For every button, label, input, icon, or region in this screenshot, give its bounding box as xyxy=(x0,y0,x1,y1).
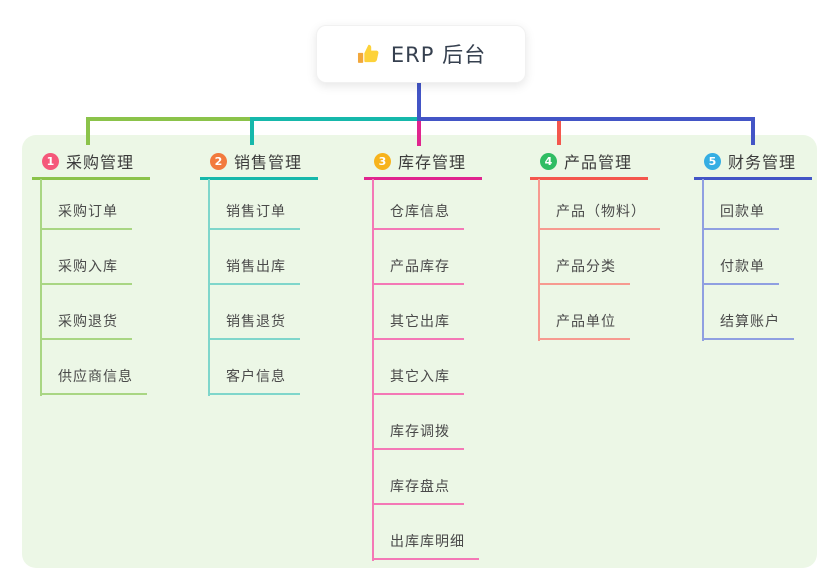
node-label: 产品（物料） xyxy=(556,204,646,220)
connector-horizontal-green xyxy=(86,117,250,121)
connector-drop-purchase xyxy=(86,117,90,145)
branch-title-label: 财务管理 xyxy=(728,153,797,172)
node-label: 采购订单 xyxy=(58,204,118,220)
node-label: 其它入库 xyxy=(390,369,450,385)
node-label: 其它出库 xyxy=(390,314,450,330)
branches-panel xyxy=(22,135,817,568)
root-node[interactable]: ERP 后台 xyxy=(316,25,526,83)
connector-drop-product xyxy=(557,117,561,145)
connector-root-stem xyxy=(417,81,421,121)
node-customer-info[interactable]: 客户信息 xyxy=(208,366,300,395)
node-purchase-return[interactable]: 采购退货 xyxy=(40,311,132,340)
branch-title-label: 产品管理 xyxy=(564,153,633,172)
node-product-material[interactable]: 产品（物料） xyxy=(538,201,660,230)
node-warehouse-info[interactable]: 仓库信息 xyxy=(372,201,464,230)
node-label: 库存盘点 xyxy=(390,479,450,495)
branch-number-badge: 5 xyxy=(704,152,721,170)
node-label: 产品分类 xyxy=(556,259,616,275)
node-settlement-account[interactable]: 结算账户 xyxy=(702,311,794,340)
node-product-stock[interactable]: 产品库存 xyxy=(372,256,464,285)
node-label: 供应商信息 xyxy=(58,369,133,385)
node-product-unit[interactable]: 产品单位 xyxy=(538,311,630,340)
node-stock-count[interactable]: 库存盘点 xyxy=(372,476,464,505)
node-outbound-detail[interactable]: 出库库明细 xyxy=(372,531,479,560)
node-label: 客户信息 xyxy=(226,369,286,385)
node-sales-outbound[interactable]: 销售出库 xyxy=(208,256,300,285)
branch-trunk-purchase xyxy=(40,179,42,396)
node-label: 回款单 xyxy=(720,204,765,220)
node-label: 销售出库 xyxy=(226,259,286,275)
node-label: 结算账户 xyxy=(720,314,780,330)
node-label: 库存调拨 xyxy=(390,424,450,440)
branch-number-badge: 2 xyxy=(210,152,227,170)
connector-drop-finance xyxy=(751,117,755,145)
node-receipt-doc[interactable]: 回款单 xyxy=(702,201,779,230)
branch-title-product[interactable]: 4 产品管理 xyxy=(530,150,649,180)
node-label: 产品单位 xyxy=(556,314,616,330)
connector-drop-inventory xyxy=(417,117,421,146)
branch-trunk-inventory xyxy=(372,179,374,561)
node-label: 仓库信息 xyxy=(390,204,450,220)
branch-title-sales[interactable]: 2 销售管理 xyxy=(200,150,319,180)
branch-number-badge: 4 xyxy=(540,152,557,170)
node-label: 付款单 xyxy=(720,259,765,275)
node-label: 产品库存 xyxy=(390,259,450,275)
branch-number-badge: 1 xyxy=(42,152,59,170)
node-product-category[interactable]: 产品分类 xyxy=(538,256,630,285)
node-label: 出库库明细 xyxy=(390,534,465,550)
node-label: 采购退货 xyxy=(58,314,118,330)
root-node-label: ERP 后台 xyxy=(390,43,487,67)
node-purchase-inbound[interactable]: 采购入库 xyxy=(40,256,132,285)
node-label: 采购入库 xyxy=(58,259,118,275)
branch-title-label: 库存管理 xyxy=(398,153,467,172)
connector-horizontal-teal xyxy=(250,117,420,121)
node-purchase-order[interactable]: 采购订单 xyxy=(40,201,132,230)
branch-title-inventory[interactable]: 3 库存管理 xyxy=(364,150,483,180)
branch-number-badge: 3 xyxy=(374,152,391,170)
branch-trunk-finance xyxy=(702,179,704,341)
node-payment-doc[interactable]: 付款单 xyxy=(702,256,779,285)
connector-horizontal-blue xyxy=(417,117,755,121)
node-other-outbound[interactable]: 其它出库 xyxy=(372,311,464,340)
node-label: 销售退货 xyxy=(226,314,286,330)
node-stock-transfer[interactable]: 库存调拨 xyxy=(372,421,464,450)
branch-title-label: 采购管理 xyxy=(66,153,135,172)
node-supplier-info[interactable]: 供应商信息 xyxy=(40,366,147,395)
node-label: 销售订单 xyxy=(226,204,286,220)
connector-drop-sales xyxy=(250,117,254,145)
thumbs-up-icon xyxy=(356,42,381,67)
node-sales-return[interactable]: 销售退货 xyxy=(208,311,300,340)
branch-title-finance[interactable]: 5 财务管理 xyxy=(694,150,813,180)
branch-trunk-sales xyxy=(208,179,210,396)
node-sales-order[interactable]: 销售订单 xyxy=(208,201,300,230)
node-other-inbound[interactable]: 其它入库 xyxy=(372,366,464,395)
branch-trunk-product xyxy=(538,179,540,341)
branch-title-label: 销售管理 xyxy=(234,153,303,172)
branch-title-purchase[interactable]: 1 采购管理 xyxy=(32,150,151,180)
